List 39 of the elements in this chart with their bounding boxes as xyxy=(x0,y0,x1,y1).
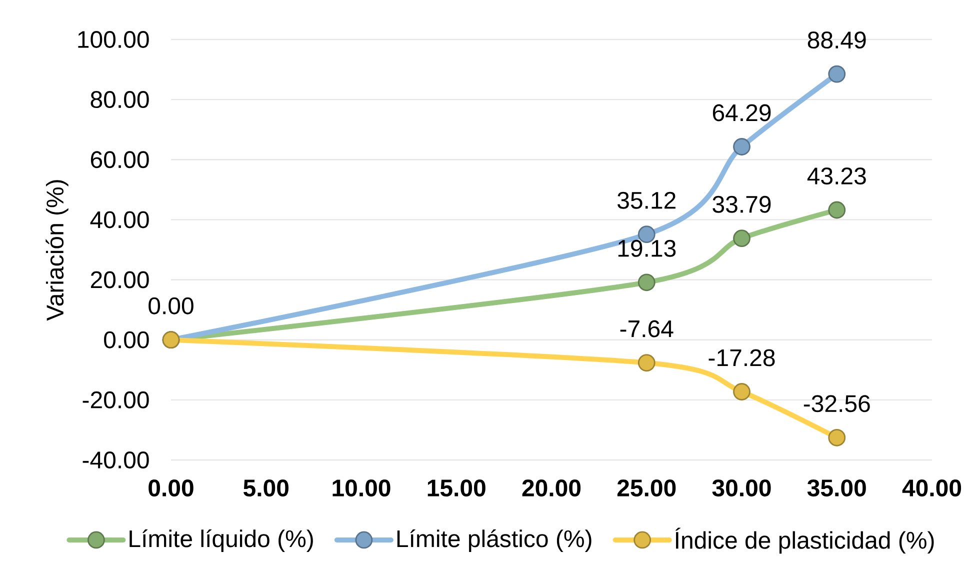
x-tick-label: 40.00 xyxy=(902,479,962,496)
x-tick-label: 25.00 xyxy=(617,479,676,496)
x-tick-label: 5.00 xyxy=(244,479,288,496)
legend-label: Límite líquido (%) xyxy=(130,529,313,552)
data-label: 35.12 xyxy=(618,192,676,209)
x-tick-label: 0.00 xyxy=(148,479,194,496)
point xyxy=(638,354,656,372)
y-tick-label: 40.00 xyxy=(90,211,149,228)
legend-label: Índice de plasticidad (%) xyxy=(675,528,934,554)
data-label: 33.79 xyxy=(712,196,771,213)
data-label: 64.29 xyxy=(712,104,771,122)
y-tick-label: 0.00 xyxy=(104,331,149,348)
point xyxy=(638,274,656,292)
y-tick-label: -40.00 xyxy=(82,451,149,468)
y-axis-title: Variación (%) xyxy=(46,180,68,321)
y-tick-label: 60.00 xyxy=(90,151,149,168)
y-tick-label: 100.00 xyxy=(78,30,149,48)
x-tick-label: 20.00 xyxy=(522,479,581,496)
legend-label: Límite plástico (%) xyxy=(397,529,592,552)
point xyxy=(733,383,750,400)
y-tick-label: -20.00 xyxy=(82,391,149,408)
point xyxy=(828,428,846,446)
data-label: 0.00 xyxy=(148,297,194,314)
data-label: 88.49 xyxy=(808,32,866,49)
y-tick-label: 20.00 xyxy=(90,271,149,288)
x-tick-label: 30.00 xyxy=(712,479,771,496)
point xyxy=(733,138,750,156)
x-tick-label: 15.00 xyxy=(428,479,486,496)
y-tick-label: 80.00 xyxy=(90,91,149,108)
point xyxy=(828,65,846,83)
data-label: 43.23 xyxy=(807,167,866,184)
point xyxy=(733,230,750,248)
point xyxy=(828,201,846,219)
data-label: 19.13 xyxy=(618,240,676,257)
x-tick-label: 35.00 xyxy=(807,479,866,496)
data-label: -17.28 xyxy=(708,349,775,366)
data-label: -7.64 xyxy=(620,320,674,338)
x-tick-label: 10.00 xyxy=(332,479,390,496)
data-label: -32.56 xyxy=(804,395,870,412)
